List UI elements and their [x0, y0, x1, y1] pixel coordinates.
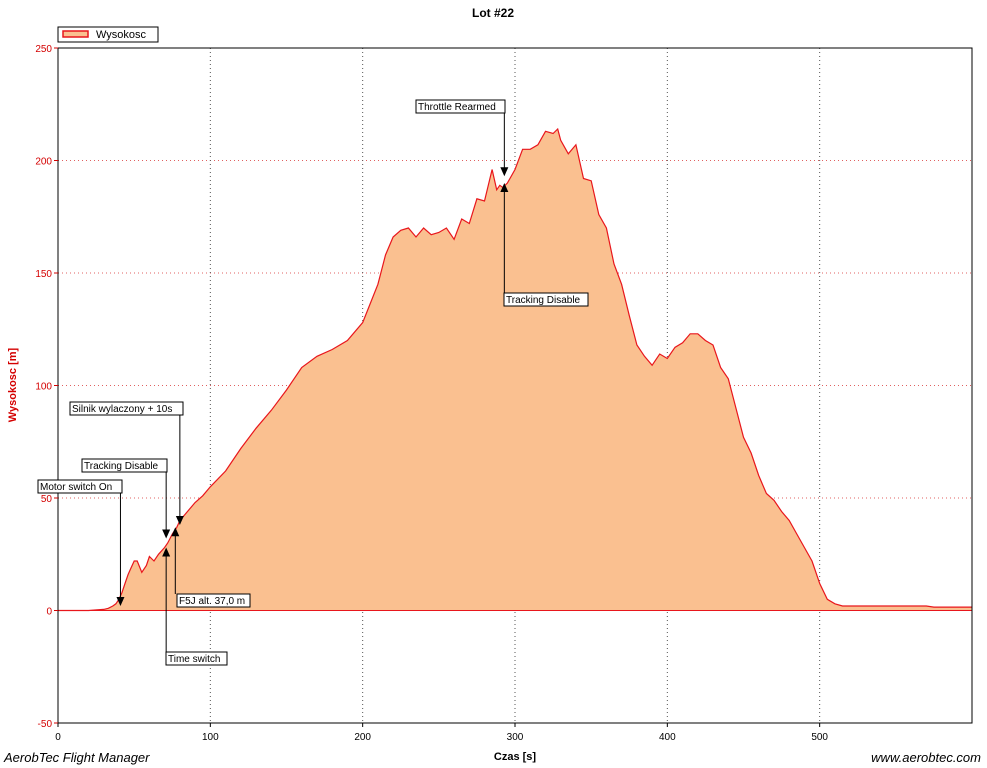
annotation-1: Motor switch On: [37, 479, 125, 606]
annotation-box: [176, 593, 251, 608]
x-tick-label: 200: [354, 732, 371, 743]
series-layer: [58, 127, 972, 612]
x-axis-label: Czas [s]: [494, 751, 537, 763]
annotation-arrow: [162, 529, 171, 539]
annotations: Motor switch On Tracking Disable Silnik wy…: [37, 99, 589, 666]
annotation-3: Silnik wylaczony + 10s: [69, 401, 184, 525]
chart-title: Lot #22: [472, 6, 514, 20]
y-axis-label: Wysokosc [m]: [7, 347, 19, 422]
annotation-arrow: [500, 183, 509, 192]
annotation-label: Tracking Disable: [506, 295, 581, 306]
annotation-arrow: [171, 527, 180, 537]
x-tick-label: 500: [811, 732, 828, 743]
annotation-box: [69, 401, 184, 416]
annotation-label: F5J alt. 37,0 m: [179, 596, 245, 607]
annotation-label: Silnik wylaczony + 10s: [72, 404, 172, 415]
footer-app-name: AerobTec Flight Manager: [4, 750, 150, 765]
footer-website: www.aerobtec.com: [871, 750, 981, 765]
annotation-2: Tracking Disable: [81, 458, 171, 539]
annotation-box: [81, 458, 168, 473]
y-tick-label: 50: [41, 494, 53, 505]
x-tick-label: 300: [507, 732, 524, 743]
y-tick-label: 150: [35, 269, 52, 280]
y-tick-label: 0: [46, 607, 52, 618]
x-tick-label: 400: [659, 732, 676, 743]
annotation-arrow: [116, 597, 125, 606]
annotation-arrow: [500, 167, 509, 177]
annotation-arrow: [162, 547, 171, 557]
annotation-label: Motor switch On: [40, 482, 112, 493]
x-tick-label: 100: [202, 732, 219, 743]
annotation-7: Tracking Disable: [500, 183, 589, 307]
y-tick-label: -50: [38, 719, 53, 730]
y-tick-label: 200: [35, 157, 52, 168]
annotation-6: Throttle Rearmed: [415, 99, 509, 177]
annotation-box: [503, 292, 589, 307]
y-axis-ticks: -50 0 50 100 150 200 250: [35, 44, 58, 730]
legend: Wysokosc: [57, 26, 159, 43]
annotation-box: [165, 651, 228, 666]
annotation-arrow: [175, 516, 184, 525]
annotation-box: [415, 99, 506, 114]
annotation-label: Tracking Disable: [84, 461, 159, 472]
legend-label: Wysokosc: [96, 29, 147, 41]
x-axis-ticks: 0 100 200 300 400 500: [55, 723, 828, 743]
y-tick-label: 100: [35, 382, 52, 393]
legend-swatch: [62, 30, 89, 38]
annotation-5: Time switch: [162, 547, 228, 666]
annotation-label: Time switch: [168, 654, 220, 665]
x-tick-label: 0: [55, 732, 61, 743]
annotation-box: [37, 479, 123, 494]
altitude-line: [58, 127, 972, 612]
annotation-4: F5J alt. 37,0 m: [171, 527, 251, 608]
altitude-area: [58, 129, 972, 611]
y-tick-label: 250: [35, 44, 52, 55]
annotation-label: Throttle Rearmed: [418, 102, 496, 113]
